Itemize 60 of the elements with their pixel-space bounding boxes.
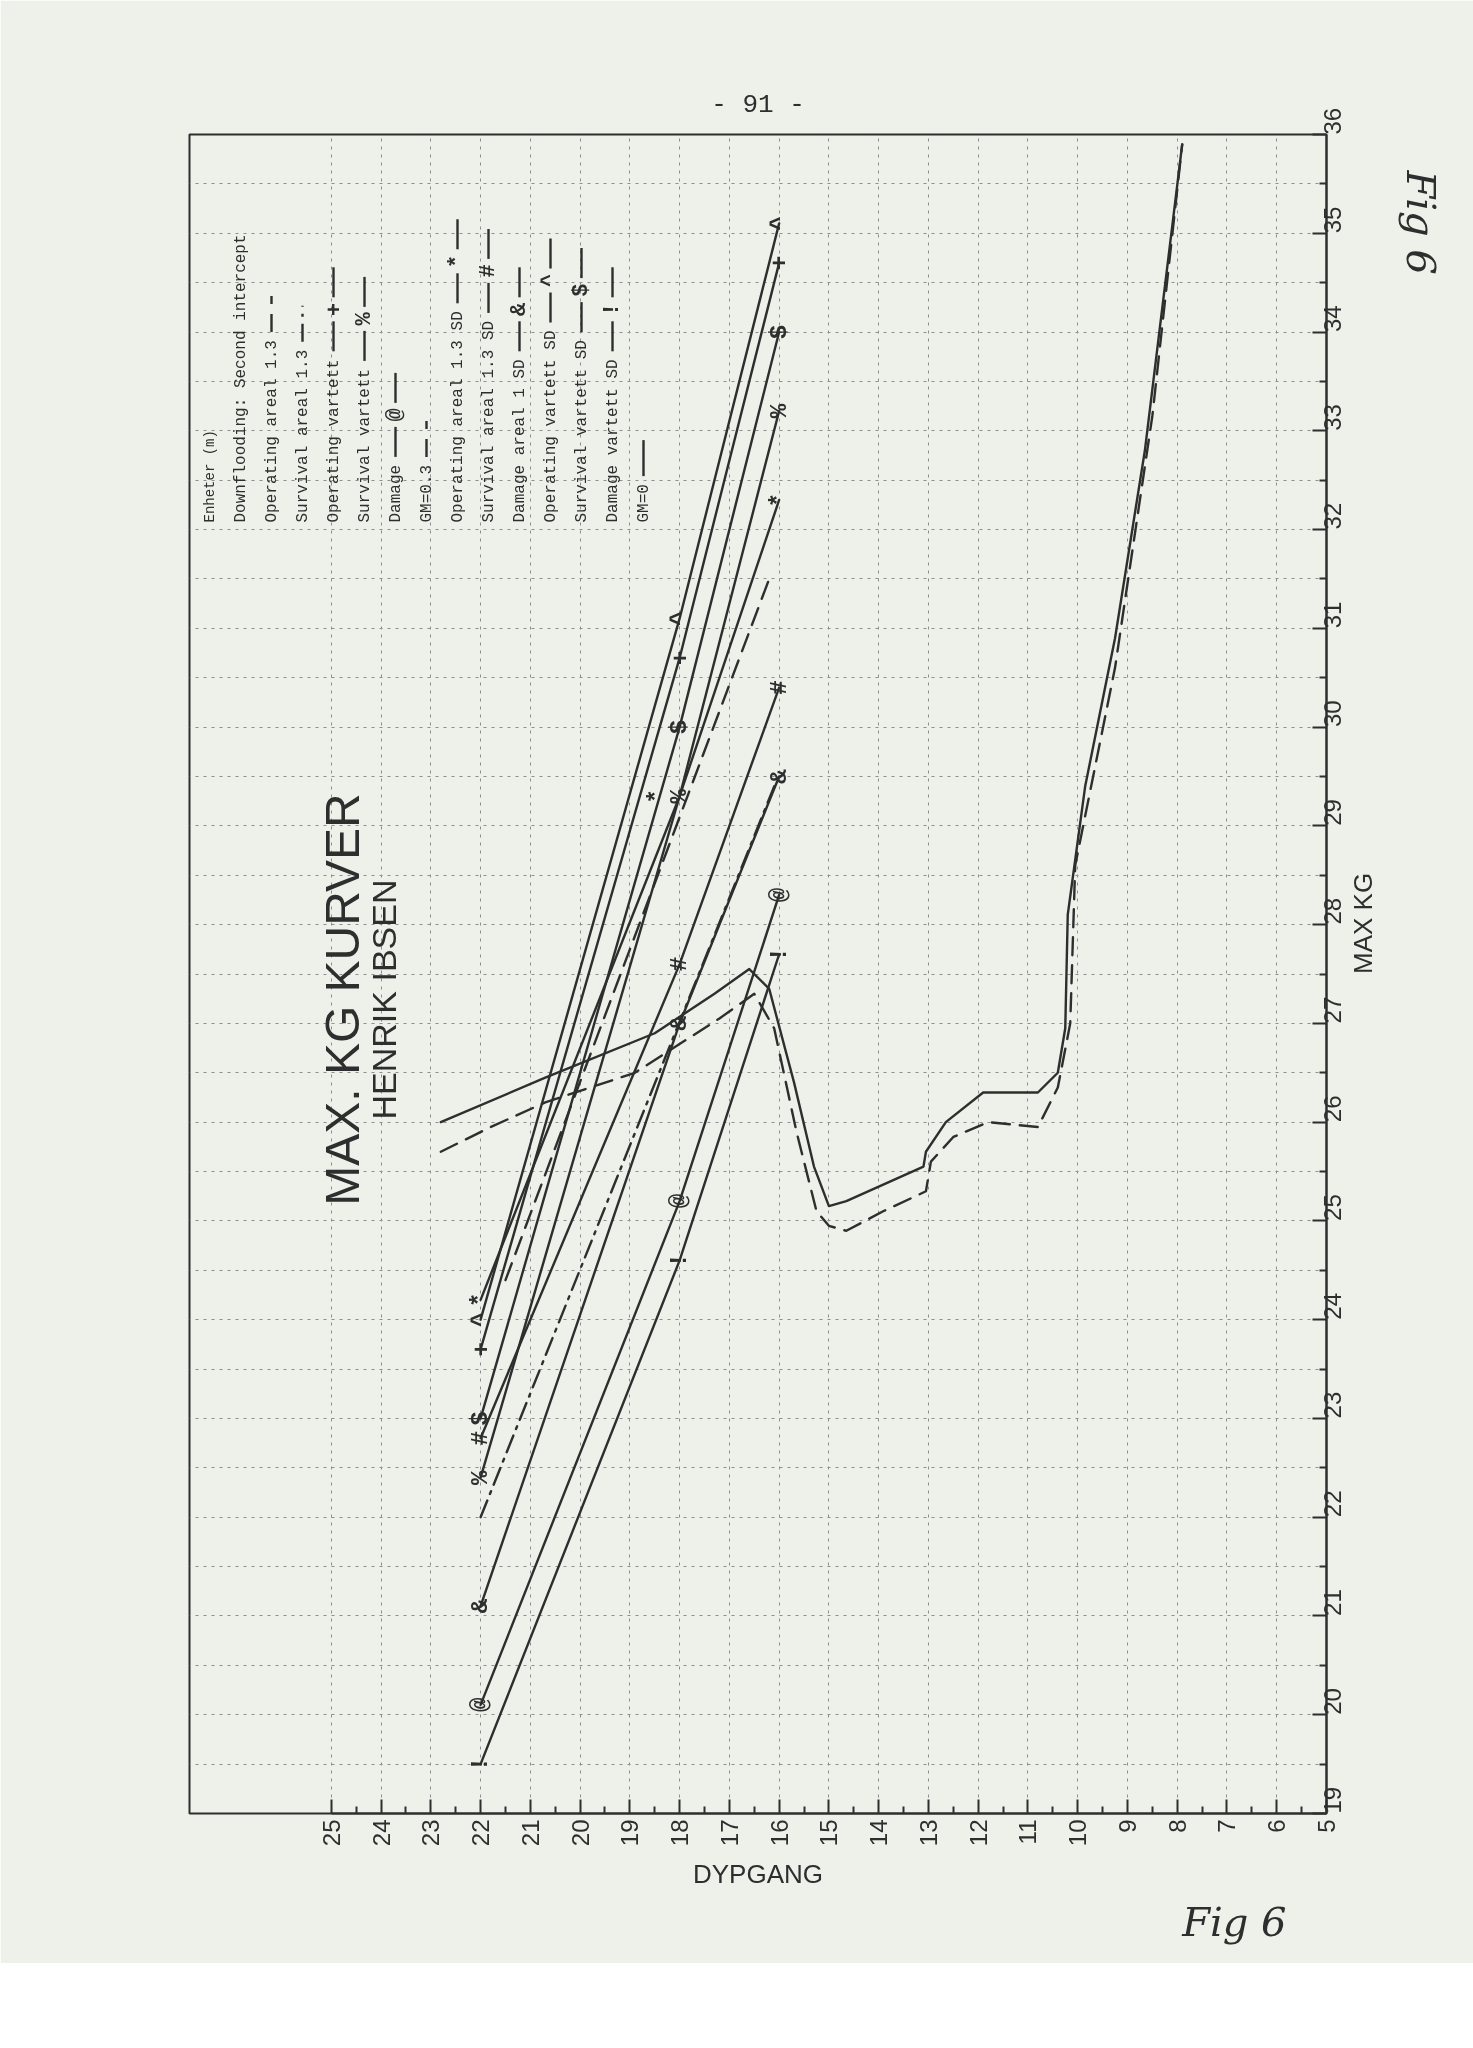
legend-label: Survival areal 1.3 (293, 349, 312, 523)
x-axis-title: DYPGANG (692, 1859, 824, 1890)
text: % (352, 312, 377, 326)
y-axis-title: MAX KG (1347, 872, 1378, 974)
text: $ (569, 283, 594, 297)
y-tick-label: 36 (1319, 107, 1346, 135)
data-label: ^ (467, 1312, 495, 1327)
text: * (445, 254, 470, 268)
x-tick-label: 13 (914, 1819, 942, 1847)
data-label: * (765, 492, 793, 508)
data-label: $ (765, 324, 793, 340)
caption: Fig 6 (1181, 1898, 1287, 1945)
text: Enheter (m) (201, 430, 218, 523)
text: # (476, 264, 501, 278)
legend-label: Damage (386, 464, 405, 523)
text: + (323, 302, 348, 316)
text: & (507, 302, 532, 316)
x-tick-label: 18 (666, 1819, 694, 1847)
text: - 91 - (711, 89, 805, 120)
x-tick-label: 15 (815, 1819, 843, 1847)
data-label: # (765, 680, 793, 695)
text: ^ (538, 273, 563, 288)
x-tick-label: 9 (1113, 1819, 1141, 1833)
x-tick-label: 25 (317, 1819, 345, 1847)
x-tick-label: 24 (367, 1819, 395, 1847)
legend-label: Damage vartett SD (603, 359, 622, 523)
x-tick-label: 16 (765, 1819, 793, 1847)
legend-label: GM=0 (634, 484, 653, 523)
x-tick-label: 5 (1313, 1819, 1340, 1833)
x-tick-label: 6 (1263, 1819, 1291, 1833)
text: ! (600, 302, 625, 316)
legend-label: Operating areal 1.3 SD (448, 311, 467, 523)
legend-label: Operating vartett (324, 359, 343, 523)
data-label: @ (467, 1697, 495, 1713)
x-tick-label: 11 (1014, 1819, 1042, 1845)
x-tick-label: 19 (616, 1819, 644, 1847)
x-tick-label: 20 (566, 1819, 594, 1847)
legend-label: Survival areal 1.3 SD (479, 320, 498, 523)
data-label: * (467, 1292, 495, 1308)
x-tick-label: 12 (964, 1819, 992, 1847)
caption: Fig 6 (1397, 169, 1444, 275)
legend-label: Damage areal 1 SD (510, 359, 529, 523)
legend-label: Operating vartett SD (541, 330, 560, 523)
x-tick-label: 22 (467, 1819, 495, 1847)
x-tick-label: 14 (865, 1819, 893, 1847)
x-tick-label: 7 (1213, 1819, 1241, 1833)
legend-label: Operating areal 1.3 (262, 340, 281, 523)
data-label: % (765, 403, 793, 419)
x-tick-label: 17 (715, 1819, 743, 1847)
legend-title: Downflooding: Second intercept (231, 234, 250, 523)
x-tick-label: 23 (417, 1819, 445, 1847)
x-tick-label: 21 (516, 1819, 544, 1847)
legend-label: Survival vartett (355, 368, 374, 523)
legend-label: Survival vartett SD (572, 340, 591, 523)
x-tick-label: 10 (1064, 1819, 1092, 1847)
data-label: @ (765, 887, 793, 903)
y-tick-label: 35 (1319, 206, 1346, 234)
x-tick-label: 8 (1163, 1819, 1191, 1833)
legend-label: GM=0.3 (417, 464, 436, 523)
text: @ (383, 408, 408, 422)
